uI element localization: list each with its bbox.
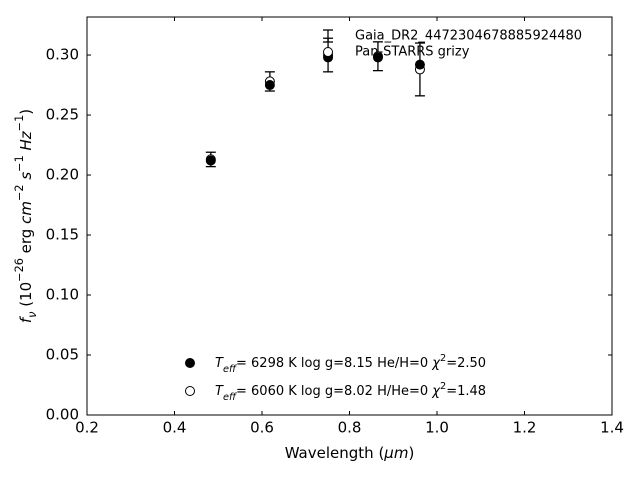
- y-tick-label: 0.00: [46, 406, 79, 424]
- x-tick-label: 0.2: [75, 419, 99, 437]
- y-axis-label: fν (10−26 erg cm−2 s−1 Hz−1): [13, 109, 39, 323]
- label-part: (10: [17, 282, 35, 312]
- legend-marker: [185, 358, 195, 368]
- label-part: ): [17, 109, 35, 115]
- data-point: [205, 155, 216, 166]
- label-part: 2: [440, 353, 446, 364]
- y-tick-label: 0.15: [46, 226, 79, 244]
- legend-label: Pan-STARRS grizy: [355, 45, 470, 60]
- label-part: −26: [13, 258, 26, 282]
- label-part: cm: [17, 201, 35, 224]
- label-part: ν: [26, 312, 39, 318]
- label-part: Hz: [17, 130, 35, 150]
- label-part: = 6298 K log g=8.15 He/H=0: [236, 356, 432, 371]
- x-tick-label: 1.0: [425, 419, 449, 437]
- y-tick-label: 0.25: [46, 106, 79, 124]
- label-part: =1.48: [446, 384, 486, 399]
- label-part: ): [408, 444, 414, 462]
- y-tick-label: 0.10: [46, 286, 79, 304]
- label-part: χ: [431, 356, 441, 371]
- label-part: eff: [223, 392, 237, 403]
- label-part: T: [215, 384, 224, 399]
- data-point: [414, 59, 425, 70]
- label-part: 2: [440, 381, 446, 392]
- label-part: −2: [13, 184, 26, 201]
- x-tick-label: 0.4: [163, 419, 187, 437]
- legend-label: Gaia_DR2_4472304678885924480: [355, 29, 582, 44]
- x-tick-label: 0.6: [250, 419, 274, 437]
- label-part: erg: [17, 224, 35, 258]
- label-part: = 6060 K log g=8.02 H/He=0: [236, 384, 432, 399]
- error-bar: [323, 29, 333, 43]
- model-label: Teff= 6298 K log g=8.15 He/H=0 χ2=2.50: [215, 353, 486, 375]
- label-part: χ: [431, 384, 441, 399]
- legend-marker: [185, 386, 195, 396]
- x-tick-label: 0.8: [338, 419, 362, 437]
- data-point: [264, 80, 275, 91]
- label-part: eff: [223, 364, 237, 375]
- legend-marker: [323, 47, 333, 57]
- model-label: Teff= 6060 K log g=8.02 H/He=0 χ2=1.48: [215, 381, 486, 403]
- label-part: =2.50: [446, 356, 486, 371]
- label-part: f: [17, 315, 35, 323]
- data-point: [372, 52, 383, 63]
- label-part: −1: [13, 115, 26, 132]
- label-part: μm: [383, 444, 408, 462]
- x-tick-label: 1.4: [600, 419, 624, 437]
- y-tick-label: 0.20: [46, 166, 79, 184]
- label-part: −1: [13, 155, 26, 172]
- y-tick-label: 0.30: [46, 46, 79, 64]
- y-tick-label: 0.05: [46, 346, 79, 364]
- label-part: Wavelength (: [285, 444, 385, 462]
- label-part: s: [17, 172, 35, 180]
- x-tick-label: 1.2: [513, 419, 537, 437]
- x-axis-label: Wavelength (μm): [285, 444, 415, 462]
- label-part: T: [215, 356, 224, 371]
